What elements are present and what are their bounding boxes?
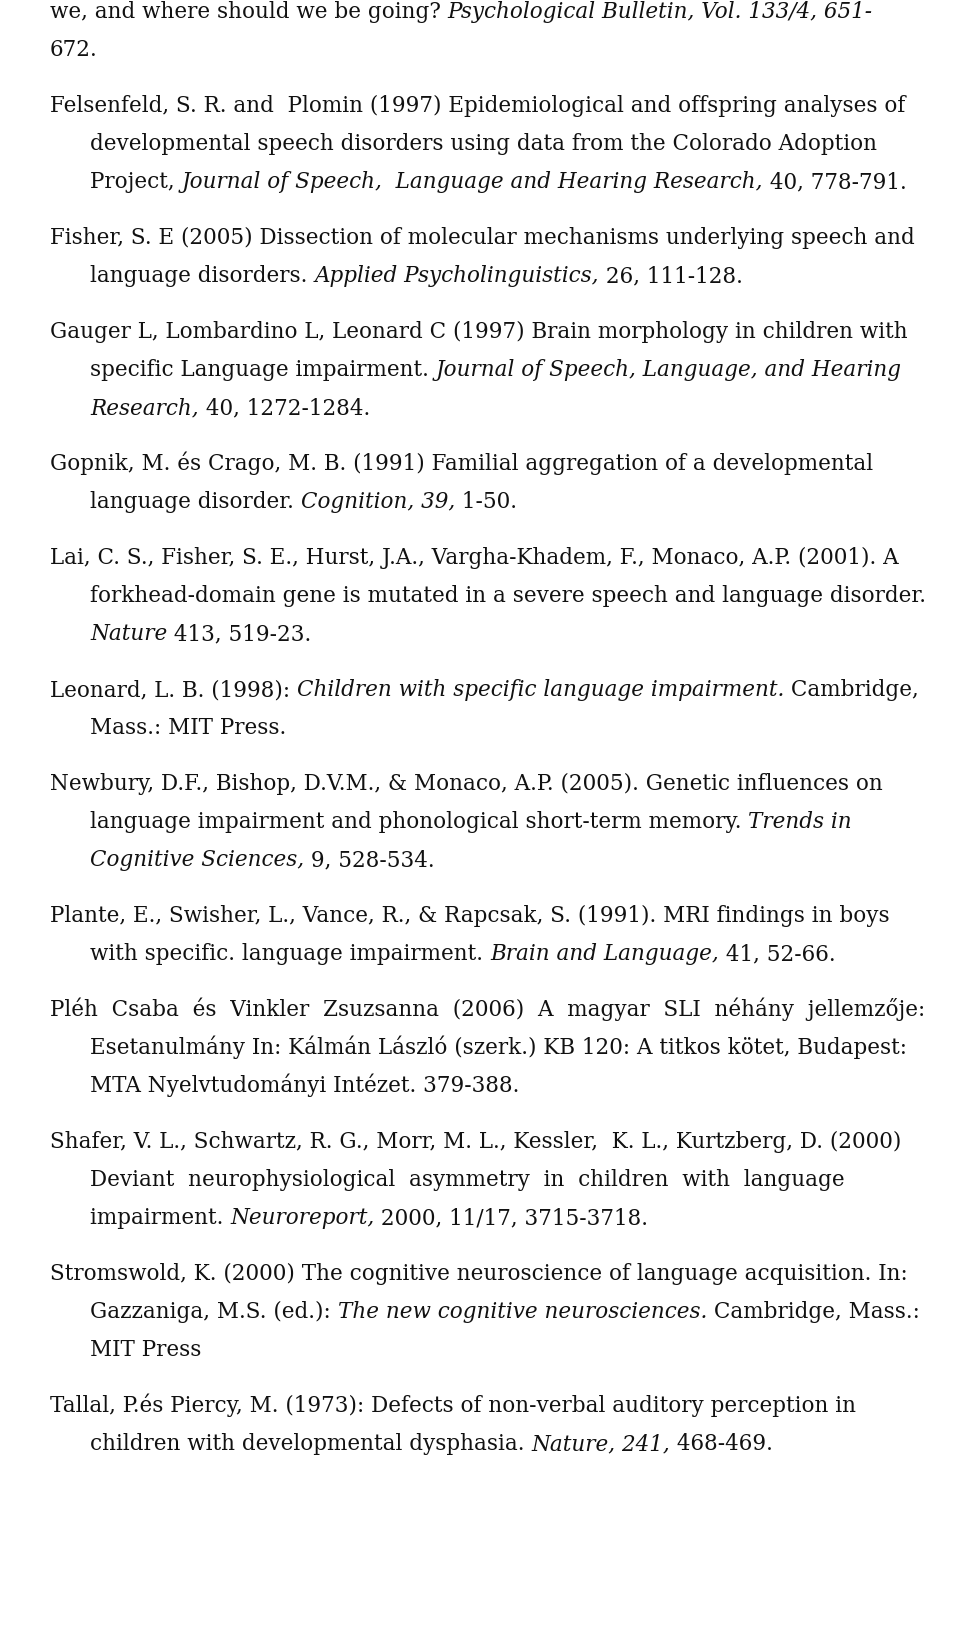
Text: 40, 778-791.: 40, 778-791. (763, 171, 907, 194)
Text: Brain and Language,: Brain and Language, (490, 943, 719, 965)
Text: Esetanulmány In: Kálmán László (szerk.) KB 120: A titkos kötet, Budapest:: Esetanulmány In: Kálmán László (szerk.) … (90, 1035, 907, 1058)
Text: we, and where should we be going?: we, and where should we be going? (50, 2, 447, 23)
Text: Cambridge, Mass.:: Cambridge, Mass.: (707, 1301, 920, 1324)
Text: Cognitive Sciences,: Cognitive Sciences, (90, 848, 304, 871)
Text: Shafer, V. L., Schwartz, R. G., Morr, M. L., Kessler,  K. L., Kurtzberg, D. (200: Shafer, V. L., Schwartz, R. G., Morr, M.… (50, 1131, 901, 1153)
Text: children with developmental dysphasia.: children with developmental dysphasia. (90, 1433, 532, 1455)
Text: Trends in: Trends in (749, 811, 852, 834)
Text: Deviant  neurophysiological  asymmetry  in  children  with  language: Deviant neurophysiological asymmetry in … (90, 1169, 845, 1192)
Text: Newbury, D.F., Bishop, D.V.M., & Monaco, A.P. (2005). Genetic influences on: Newbury, D.F., Bishop, D.V.M., & Monaco,… (50, 773, 883, 794)
Text: 672.: 672. (50, 39, 98, 60)
Text: language impairment and phonological short-term memory.: language impairment and phonological sho… (90, 811, 749, 834)
Text: The new cognitive neurosciences.: The new cognitive neurosciences. (338, 1301, 707, 1324)
Text: Children with specific language impairment.: Children with specific language impairme… (297, 679, 784, 702)
Text: Leonard, L. B. (1998):: Leonard, L. B. (1998): (50, 679, 297, 702)
Text: Mass.: MIT Press.: Mass.: MIT Press. (90, 716, 286, 739)
Text: 9, 528-534.: 9, 528-534. (304, 848, 435, 871)
Text: impairment.: impairment. (90, 1206, 230, 1229)
Text: Tallal, P.és Piercy, M. (1973): Defects of non-verbal auditory perception in: Tallal, P.és Piercy, M. (1973): Defects … (50, 1394, 856, 1416)
Text: Journal of Speech, Language, and Hearing: Journal of Speech, Language, and Hearing (436, 360, 901, 381)
Text: 41, 52-66.: 41, 52-66. (719, 943, 835, 965)
Text: Journal of Speech,  Language and Hearing Research,: Journal of Speech, Language and Hearing … (181, 171, 763, 194)
Text: Neuroreport,: Neuroreport, (230, 1206, 374, 1229)
Text: Nature, 241,: Nature, 241, (532, 1433, 670, 1455)
Text: Gopnik, M. és Crago, M. B. (1991) Familial aggregation of a developmental: Gopnik, M. és Crago, M. B. (1991) Famili… (50, 451, 874, 475)
Text: Stromswold, K. (2000) The cognitive neuroscience of language acquisition. In:: Stromswold, K. (2000) The cognitive neur… (50, 1263, 908, 1284)
Text: 468-469.: 468-469. (670, 1433, 773, 1455)
Text: forkhead-domain gene is mutated in a severe speech and language disorder.: forkhead-domain gene is mutated in a sev… (90, 584, 926, 607)
Text: MTA Nyelvtudományi Intézet. 379-388.: MTA Nyelvtudományi Intézet. 379-388. (90, 1073, 519, 1097)
Text: 413, 519-23.: 413, 519-23. (167, 624, 311, 645)
Text: Gauger L, Lombardino L, Leonard C (1997) Brain morphology in children with: Gauger L, Lombardino L, Leonard C (1997)… (50, 321, 907, 344)
Text: Lai, C. S., Fisher, S. E., Hurst, J.A., Vargha-Khadem, F., Monaco, A.P. (2001). : Lai, C. S., Fisher, S. E., Hurst, J.A., … (50, 547, 899, 570)
Text: 2000, 11/17, 3715-3718.: 2000, 11/17, 3715-3718. (374, 1206, 649, 1229)
Text: Applied Psycholinguistics,: Applied Psycholinguistics, (314, 265, 599, 287)
Text: Gazzaniga, M.S. (ed.):: Gazzaniga, M.S. (ed.): (90, 1301, 338, 1324)
Text: Research,: Research, (90, 397, 199, 418)
Text: 40, 1272-1284.: 40, 1272-1284. (199, 397, 370, 418)
Text: Plante, E., Swisher, L., Vance, R., & Rapcsak, S. (1991). MRI findings in boys: Plante, E., Swisher, L., Vance, R., & Ra… (50, 905, 890, 926)
Text: 1-50.: 1-50. (455, 492, 517, 513)
Text: language disorder.: language disorder. (90, 492, 300, 513)
Text: Nature: Nature (90, 624, 167, 645)
Text: Project,: Project, (90, 171, 181, 194)
Text: language disorders.: language disorders. (90, 265, 314, 287)
Text: Psychological Bulletin, Vol. 133/4, 651-: Psychological Bulletin, Vol. 133/4, 651- (447, 2, 873, 23)
Text: Cambridge,: Cambridge, (784, 679, 919, 702)
Text: Felsenfeld, S. R. and  Plomin (1997) Epidemiological and offspring analyses of: Felsenfeld, S. R. and Plomin (1997) Epid… (50, 94, 905, 117)
Text: Cognition, 39,: Cognition, 39, (300, 492, 455, 513)
Text: 26, 111-128.: 26, 111-128. (599, 265, 743, 287)
Text: specific Language impairment.: specific Language impairment. (90, 360, 436, 381)
Text: with specific. language impairment.: with specific. language impairment. (90, 943, 490, 965)
Text: developmental speech disorders using data from the Colorado Adoption: developmental speech disorders using dat… (90, 133, 877, 155)
Text: Pléh  Csaba  és  Vinkler  Zsuzsanna  (2006)  A  magyar  SLI  néhány  jellemzője:: Pléh Csaba és Vinkler Zsuzsanna (2006) A… (50, 998, 925, 1021)
Text: Fisher, S. E (2005) Dissection of molecular mechanisms underlying speech and: Fisher, S. E (2005) Dissection of molecu… (50, 226, 915, 249)
Text: MIT Press: MIT Press (90, 1338, 202, 1361)
